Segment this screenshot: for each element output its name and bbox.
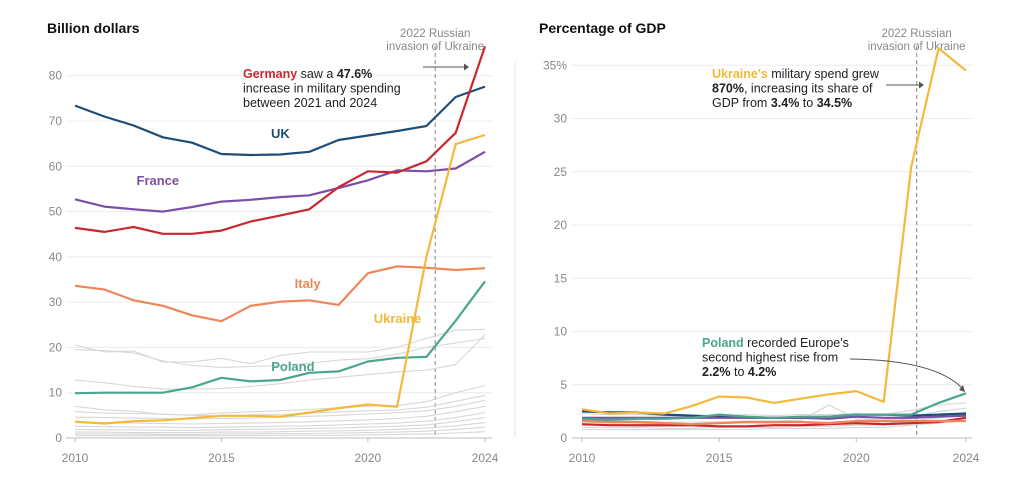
left-other-country-line-9 bbox=[75, 422, 486, 434]
left-label-france: France bbox=[137, 173, 180, 188]
left-label-italy: Italy bbox=[295, 276, 322, 291]
left-xtick-2015: 2015 bbox=[208, 451, 235, 465]
poland-annotation-line-1: Poland recorded Europe's bbox=[702, 336, 849, 350]
left-other-country-line-10 bbox=[75, 426, 486, 435]
left-series-line-france bbox=[74, 150, 486, 213]
right-ytick-20: 20 bbox=[554, 218, 568, 232]
left-series-line-uk bbox=[74, 85, 486, 157]
left-other-country-line-8 bbox=[74, 417, 486, 431]
left-ytick-40: 40 bbox=[49, 250, 63, 264]
right-series-line-poland bbox=[581, 392, 967, 421]
right-other-country-line-5 bbox=[582, 420, 967, 431]
right-ytick-10: 10 bbox=[554, 325, 568, 339]
poland-annotation-arrowhead bbox=[959, 385, 965, 392]
right-series-line-italy bbox=[581, 419, 966, 426]
germany-annotation-line-3: between 2021 and 2024 bbox=[243, 96, 377, 110]
left-ytick-30: 30 bbox=[49, 295, 63, 309]
left-label-ukraine: Ukraine bbox=[374, 311, 422, 326]
left-ytick-80: 80 bbox=[49, 69, 63, 83]
right-series-line-germany bbox=[581, 416, 967, 428]
poland-annotation-line-3: 2.2% to 4.2% bbox=[702, 365, 776, 379]
left-other-country-line-2 bbox=[74, 334, 486, 390]
left-xtick-2020: 2020 bbox=[355, 451, 382, 465]
left-other-country-line-11 bbox=[75, 431, 486, 437]
left-invasion-label-1: 2022 Russian bbox=[400, 28, 470, 40]
right-xtick-2020: 2020 bbox=[843, 451, 870, 465]
right-xtick-2010: 2010 bbox=[569, 451, 596, 465]
left-other-country-line-1 bbox=[74, 337, 486, 368]
germany-annotation-line-2: increase in military spending bbox=[243, 82, 401, 96]
left-other-country-line-4 bbox=[74, 394, 486, 417]
right-xtick-2015: 2015 bbox=[706, 451, 733, 465]
ukraine-annotation-arrowhead bbox=[919, 81, 924, 89]
left-other-country-line-6 bbox=[74, 405, 486, 425]
left-ytick-0: 0 bbox=[55, 431, 62, 445]
right-ytick-0: 0 bbox=[560, 431, 567, 445]
germany-annotation-line-1: Germany saw a 47.6% bbox=[243, 67, 372, 81]
right-chart: 0 5 10 15 20 25 30 35% 2010 2015 2020 2024 2022 Russ… bbox=[543, 28, 980, 465]
left-other-country-line-0 bbox=[74, 328, 486, 365]
left-other-country-line-3 bbox=[74, 384, 486, 416]
left-ytick-70: 70 bbox=[49, 114, 63, 128]
ukraine-annotation-line-1: Ukraine's military spend grew bbox=[712, 67, 880, 81]
left-other-country-line-7 bbox=[74, 412, 486, 429]
left-invasion-label-2: invasion of Ukraine bbox=[386, 41, 484, 53]
left-chart-title: Billion dollars bbox=[47, 20, 140, 36]
ukraine-annotation-line-2: 870%, increasing its share of bbox=[712, 82, 873, 96]
right-ytick-5: 5 bbox=[560, 378, 567, 392]
left-chart: 0 10 20 30 40 50 60 70 80 2010 2015 2020 2024 2022 Ru… bbox=[49, 28, 499, 465]
left-ytick-60: 60 bbox=[49, 159, 63, 173]
right-xtick-2024: 2024 bbox=[953, 451, 980, 465]
left-ytick-10: 10 bbox=[49, 386, 63, 400]
germany-annotation-arrowhead bbox=[464, 63, 469, 71]
ukraine-annotation-line-3: GDP from 3.4% to 34.5% bbox=[712, 96, 852, 110]
right-chart-title: Percentage of GDP bbox=[539, 20, 666, 36]
right-series-line-ukraine bbox=[581, 47, 967, 415]
right-other-country-line-0 bbox=[581, 402, 967, 418]
poland-annotation-line-2: second highest rise from bbox=[702, 351, 838, 365]
right-invasion-label-2: invasion of Ukraine bbox=[868, 41, 966, 53]
right-ytick-30: 30 bbox=[554, 112, 568, 126]
left-ytick-20: 20 bbox=[49, 340, 63, 354]
left-series-line-italy bbox=[74, 265, 486, 323]
right-ytick-15: 15 bbox=[554, 271, 568, 285]
left-xtick-2024: 2024 bbox=[472, 451, 499, 465]
left-label-poland: Poland bbox=[271, 359, 314, 374]
left-series-line-poland bbox=[74, 280, 486, 395]
right-ytick-25: 25 bbox=[554, 165, 568, 179]
right-invasion-label-1: 2022 Russian bbox=[881, 28, 951, 40]
left-series-line-germany bbox=[74, 45, 487, 235]
poland-annotation-arrow bbox=[849, 358, 963, 389]
left-ytick-50: 50 bbox=[49, 205, 63, 219]
left-label-uk: UK bbox=[271, 126, 290, 141]
left-series-line-ukraine bbox=[74, 133, 486, 425]
right-ytick-35: 35% bbox=[543, 58, 567, 72]
left-xtick-2010: 2010 bbox=[62, 451, 89, 465]
